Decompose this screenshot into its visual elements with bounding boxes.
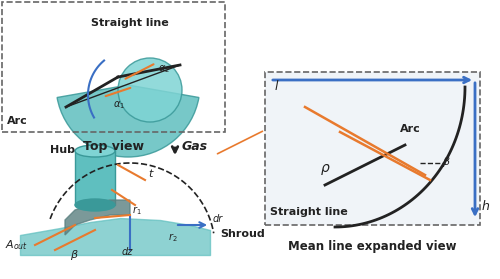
Text: $\beta$: $\beta$ <box>70 248 79 262</box>
Text: Arc: Arc <box>7 116 28 126</box>
Wedge shape <box>57 85 199 157</box>
Text: $\rho$: $\rho$ <box>320 162 330 177</box>
Text: $\alpha_1$: $\alpha_1$ <box>113 99 125 111</box>
Text: Hub: Hub <box>50 145 75 155</box>
Text: Straight line: Straight line <box>270 207 348 217</box>
Text: Mean line expanded view: Mean line expanded view <box>288 240 457 253</box>
Text: $r_1$: $r_1$ <box>132 204 141 217</box>
Polygon shape <box>65 200 130 235</box>
Text: Gas: Gas <box>182 140 208 153</box>
Text: h: h <box>482 200 490 213</box>
Circle shape <box>118 58 182 122</box>
Text: $A_{out}$: $A_{out}$ <box>5 238 28 252</box>
Text: $\beta$: $\beta$ <box>442 155 451 169</box>
Text: Shroud: Shroud <box>220 229 265 239</box>
FancyBboxPatch shape <box>75 150 115 205</box>
Text: Arc: Arc <box>400 124 421 134</box>
Text: l: l <box>275 80 278 93</box>
Text: t: t <box>148 169 152 179</box>
Ellipse shape <box>75 199 115 211</box>
Ellipse shape <box>75 145 115 157</box>
Text: Straight line: Straight line <box>91 18 169 28</box>
FancyBboxPatch shape <box>265 72 480 225</box>
Text: Top view: Top view <box>83 140 144 153</box>
Text: $r_2$: $r_2$ <box>168 231 177 244</box>
Text: dr: dr <box>213 214 223 224</box>
Text: $\alpha_2$: $\alpha_2$ <box>158 63 170 75</box>
Text: dz: dz <box>122 247 134 257</box>
